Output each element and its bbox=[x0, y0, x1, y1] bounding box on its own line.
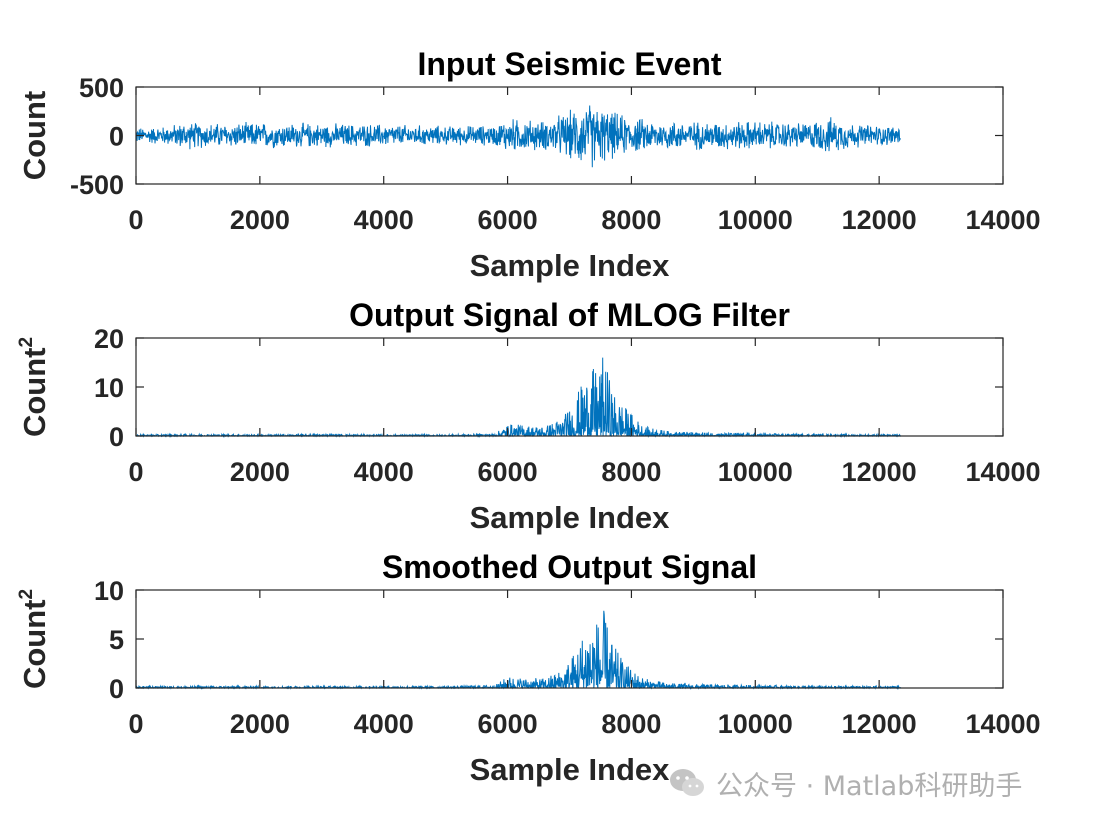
subplot-title: Input Seismic Event bbox=[417, 46, 721, 82]
wechat-icon bbox=[670, 769, 704, 796]
x-tick-label: 4000 bbox=[354, 709, 414, 739]
axes-frame bbox=[135, 589, 1004, 689]
y-axis-label-superscript: 2 bbox=[16, 589, 37, 600]
subplot-2: 0 2000 4000 6000 8000 10000 12000 14000 0 10 20 Out… bbox=[16, 297, 1041, 535]
subplot-3: 0 2000 4000 6000 8000 10000 12000 14000 0 5 10 Smoo… bbox=[16, 549, 1041, 787]
y-tick-label: 0 bbox=[109, 122, 124, 152]
x-axis-label: Sample Index bbox=[470, 752, 671, 787]
y-tick-label: 10 bbox=[94, 373, 124, 403]
x-tick-label: 0 bbox=[128, 205, 143, 235]
y-tick-label: 0 bbox=[109, 422, 124, 452]
x-tick-label: 6000 bbox=[478, 709, 538, 739]
y-tick-label: 0 bbox=[109, 674, 124, 704]
x-tick-label: 12000 bbox=[842, 709, 917, 739]
x-tick-label: 10000 bbox=[718, 205, 793, 235]
x-tick-label: 2000 bbox=[230, 457, 290, 487]
x-tick-label: 4000 bbox=[354, 205, 414, 235]
x-axis-label: Sample Index bbox=[470, 500, 671, 535]
signal-line-3 bbox=[135, 610, 902, 690]
y-axis-label: Count bbox=[17, 91, 52, 181]
x-tick-label: 6000 bbox=[478, 205, 538, 235]
x-tick-label: 10000 bbox=[718, 457, 793, 487]
y-tick-label: 10 bbox=[94, 576, 124, 606]
watermark-text: 公众号 · Matlab科研助手 bbox=[716, 770, 1023, 802]
x-tick-label: 14000 bbox=[965, 457, 1040, 487]
x-tick-label: 8000 bbox=[601, 457, 661, 487]
x-tick-label: 12000 bbox=[842, 457, 917, 487]
x-tick-label: 12000 bbox=[842, 205, 917, 235]
x-tick-label: 6000 bbox=[478, 457, 538, 487]
y-axis-label-text: Count bbox=[17, 91, 52, 181]
y-axis-label: Count2 bbox=[16, 337, 52, 437]
y-axis-label-superscript: 2 bbox=[16, 337, 37, 348]
x-axis-label: Sample Index bbox=[470, 248, 671, 283]
x-tick-label: 10000 bbox=[718, 709, 793, 739]
y-axis-label-text: Count bbox=[17, 348, 52, 438]
subplot-title: Smoothed Output Signal bbox=[382, 549, 757, 585]
x-tick-label: 0 bbox=[128, 457, 143, 487]
y-tick-label: 20 bbox=[94, 324, 124, 354]
x-tick-label: 14000 bbox=[965, 205, 1040, 235]
x-tick-label: 0 bbox=[128, 709, 143, 739]
watermark: 公众号 · Matlab科研助手 bbox=[668, 763, 1022, 803]
signal-line-2 bbox=[135, 357, 902, 438]
y-tick-label: -500 bbox=[70, 170, 124, 200]
x-tick-label: 8000 bbox=[601, 709, 661, 739]
x-tick-label: 2000 bbox=[230, 709, 290, 739]
subplot-title: Output Signal of MLOG Filter bbox=[349, 297, 790, 333]
y-axis-label: Count2 bbox=[16, 589, 52, 689]
subplot-1: 0 2000 4000 6000 8000 10000 12000 14000-5000500… bbox=[17, 46, 1041, 283]
x-tick-label: 4000 bbox=[354, 457, 414, 487]
y-tick-label: 5 bbox=[109, 625, 124, 655]
x-tick-label: 2000 bbox=[230, 205, 290, 235]
x-tick-label: 8000 bbox=[601, 205, 661, 235]
y-tick-label: 500 bbox=[79, 73, 124, 103]
y-axis-label-text: Count bbox=[17, 600, 52, 690]
signal-line-1 bbox=[135, 105, 901, 168]
x-tick-label: 14000 bbox=[965, 709, 1040, 739]
